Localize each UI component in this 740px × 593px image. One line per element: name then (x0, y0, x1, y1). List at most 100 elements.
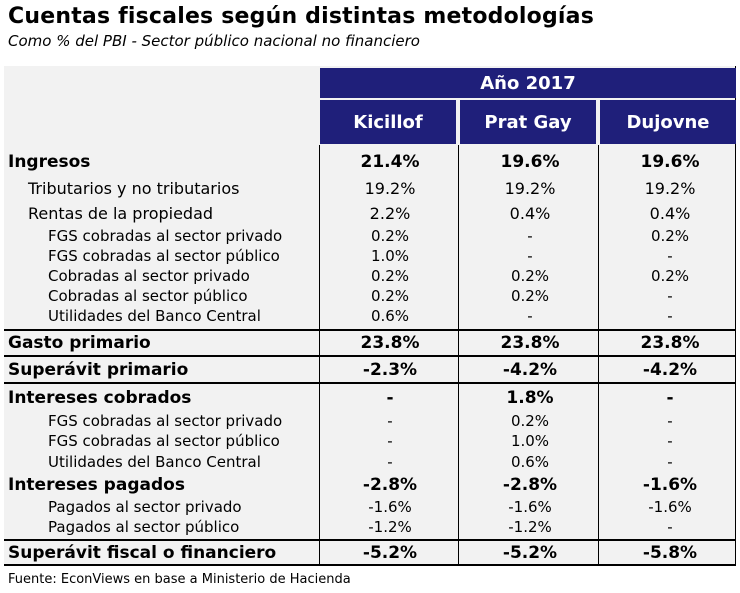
table-row: FGS cobradas al sector privado 0.2% - 0.… (4, 226, 736, 246)
cell-dujovne: - (667, 412, 673, 430)
row-label: FGS cobradas al sector privado (48, 227, 283, 245)
cell-dujovne: -1.6% (642, 475, 698, 495)
cell-prat-gay: -1.6% (508, 498, 552, 516)
cell-kicillof: 19.2% (364, 178, 416, 198)
cell-prat-gay: 19.2% (504, 178, 556, 198)
cell-dujovne: -4.2% (642, 360, 698, 380)
cell-kicillof: 21.4% (360, 152, 420, 172)
table-row: Rentas de la propiedad 2.2% 0.4% 0.4% (4, 201, 736, 225)
row-divider (4, 355, 736, 357)
column-header-kicillof: Kicillof (320, 100, 456, 144)
row-label: Tributarios y no tributarios (28, 178, 240, 198)
row-label: Superávit fiscal o financiero (8, 543, 277, 563)
cell-kicillof: -2.8% (362, 475, 418, 495)
cell-kicillof: -2.3% (362, 360, 418, 380)
row-divider (4, 539, 736, 541)
row-divider (4, 382, 736, 384)
cell-dujovne: - (666, 388, 674, 408)
row-label: Pagados al sector privado (48, 498, 242, 516)
cell-dujovne: - (667, 432, 673, 450)
table-row: Cobradas al sector privado 0.2% 0.2% 0.2… (4, 266, 736, 286)
cell-dujovne: 0.2% (650, 267, 690, 285)
cell-dujovne: 0.4% (649, 203, 691, 223)
row-label: FGS cobradas al sector privado (48, 412, 283, 430)
cell-prat-gay: 0.2% (510, 267, 550, 285)
row-label: Cobradas al sector público (48, 287, 248, 305)
row-label: Intereses cobrados (8, 388, 192, 408)
row-label: Utilidades del Banco Central (48, 307, 261, 325)
column-header-prat-gay: Prat Gay (460, 100, 596, 144)
cell-kicillof: -5.2% (362, 543, 418, 563)
cell-prat-gay: -2.8% (502, 475, 558, 495)
table-panel (4, 66, 736, 566)
cell-prat-gay: 0.2% (510, 412, 550, 430)
cell-dujovne: - (667, 247, 673, 265)
cell-kicillof: 0.2% (370, 267, 410, 285)
cell-kicillof: - (387, 412, 393, 430)
row-label: Ingresos (8, 152, 91, 172)
cell-kicillof: -1.2% (368, 518, 412, 536)
row-label: Pagados al sector público (48, 518, 240, 536)
table-row: Pagados al sector privado -1.6% -1.6% -1… (4, 497, 736, 517)
cell-kicillof: - (387, 432, 393, 450)
cell-dujovne: 0.2% (650, 227, 690, 245)
cell-dujovne: 23.8% (640, 333, 700, 353)
cell-prat-gay: 0.6% (510, 453, 550, 471)
table-row: Superávit primario -2.3% -4.2% -4.2% (4, 357, 736, 383)
cell-prat-gay: 1.0% (510, 432, 550, 450)
cell-kicillof: 2.2% (369, 203, 411, 223)
cell-kicillof: 23.8% (360, 333, 420, 353)
cell-prat-gay: 19.6% (500, 152, 560, 172)
table-row: Ingresos 21.4% 19.6% 19.6% (4, 149, 736, 175)
row-label: FGS cobradas al sector público (48, 247, 280, 265)
cell-kicillof: 1.0% (370, 247, 410, 265)
cell-prat-gay: -4.2% (502, 360, 558, 380)
table-row: Superávit fiscal o financiero -5.2% -5.2… (4, 540, 736, 566)
cell-prat-gay: - (527, 307, 533, 325)
cell-dujovne: - (667, 518, 673, 536)
cell-prat-gay: - (527, 247, 533, 265)
table-row: Utilidades del Banco Central - 0.6% - (4, 452, 736, 472)
row-label: FGS cobradas al sector público (48, 432, 280, 450)
table-row: Intereses pagados -2.8% -2.8% -1.6% (4, 472, 736, 498)
page-subtitle: Como % del PBI - Sector público nacional… (8, 32, 420, 50)
year-header: Año 2017 (320, 68, 736, 98)
cell-kicillof: 0.2% (370, 227, 410, 245)
cell-prat-gay: -5.2% (502, 543, 558, 563)
page-title: Cuentas fiscales según distintas metodol… (8, 4, 595, 29)
cell-dujovne: - (667, 453, 673, 471)
cell-dujovne: 19.6% (640, 152, 700, 172)
cell-kicillof: 0.6% (370, 307, 410, 325)
table-right-border (735, 66, 736, 566)
cell-kicillof: 0.2% (370, 287, 410, 305)
row-label: Intereses pagados (8, 475, 185, 495)
source-footnote: Fuente: EconViews en base a Ministerio d… (8, 572, 351, 587)
row-divider (4, 564, 736, 566)
cell-kicillof: - (387, 453, 393, 471)
row-label: Cobradas al sector privado (48, 267, 250, 285)
table-row: FGS cobradas al sector público - 1.0% - (4, 431, 736, 451)
cell-dujovne: -5.8% (642, 543, 698, 563)
cell-prat-gay: - (527, 227, 533, 245)
row-label: Superávit primario (8, 360, 189, 380)
table-row: Cobradas al sector público 0.2% 0.2% - (4, 286, 736, 306)
row-divider (4, 329, 736, 331)
cell-prat-gay: 23.8% (500, 333, 560, 353)
row-label: Utilidades del Banco Central (48, 453, 261, 471)
cell-prat-gay: -1.2% (508, 518, 552, 536)
table-row: FGS cobradas al sector público 1.0% - - (4, 246, 736, 266)
cell-kicillof: - (386, 388, 394, 408)
row-label: Gasto primario (8, 333, 151, 353)
table-row: Intereses cobrados - 1.8% - (4, 385, 736, 411)
cell-dujovne: - (667, 287, 673, 305)
table-row: FGS cobradas al sector privado - 0.2% - (4, 411, 736, 431)
table-row: Tributarios y no tributarios 19.2% 19.2%… (4, 176, 736, 200)
column-header-dujovne: Dujovne (600, 100, 736, 144)
cell-dujovne: -1.6% (648, 498, 692, 516)
cell-prat-gay: 0.4% (509, 203, 551, 223)
cell-dujovne: 19.2% (644, 178, 696, 198)
table-row: Utilidades del Banco Central 0.6% - - (4, 306, 736, 326)
row-label: Rentas de la propiedad (28, 203, 214, 223)
table-row: Pagados al sector público -1.2% -1.2% - (4, 517, 736, 537)
cell-prat-gay: 1.8% (506, 388, 554, 408)
